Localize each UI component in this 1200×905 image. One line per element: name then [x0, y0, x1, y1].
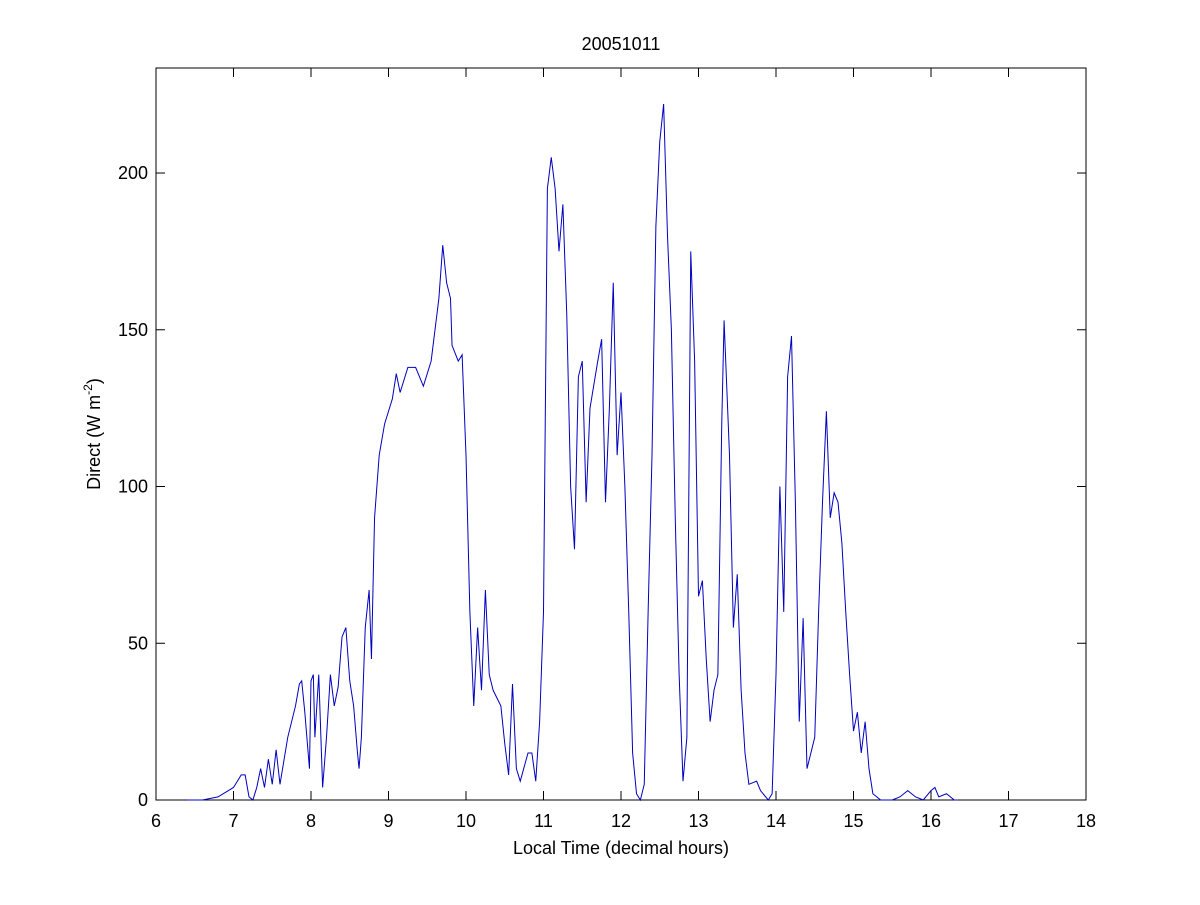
x-axis-label: Local Time (decimal hours) — [513, 838, 729, 858]
data-line — [187, 103, 959, 802]
y-label-text: Direct (W m — [84, 395, 104, 490]
y-tick-label: 50 — [128, 633, 148, 653]
x-tick-label: 14 — [766, 811, 786, 831]
x-tick-label: 13 — [688, 811, 708, 831]
chart-title: 20051011 — [582, 34, 661, 54]
y-axis-label: Direct (W m-2) — [81, 378, 104, 490]
x-tick-label: 7 — [228, 811, 238, 831]
x-tick-label: 17 — [998, 811, 1018, 831]
x-tick-label: 15 — [843, 811, 863, 831]
x-tick-label: 8 — [306, 811, 316, 831]
plot-area — [155, 67, 1087, 801]
x-tick-label: 11 — [534, 811, 553, 831]
x-tick-label: 6 — [151, 811, 161, 831]
x-tick-label: 16 — [921, 811, 941, 831]
y-label-close: ) — [84, 378, 104, 384]
x-tick-label: 9 — [383, 811, 393, 831]
y-tick-label: 200 — [118, 163, 148, 183]
y-label-superscript: -2 — [81, 384, 95, 395]
y-tick-label: 150 — [118, 320, 148, 340]
y-tick-label: 100 — [118, 477, 148, 497]
x-tick-label: 10 — [456, 811, 476, 831]
x-tick-label: 12 — [611, 811, 631, 831]
x-tick-label: 18 — [1076, 811, 1096, 831]
y-tick-label: 0 — [138, 790, 148, 810]
